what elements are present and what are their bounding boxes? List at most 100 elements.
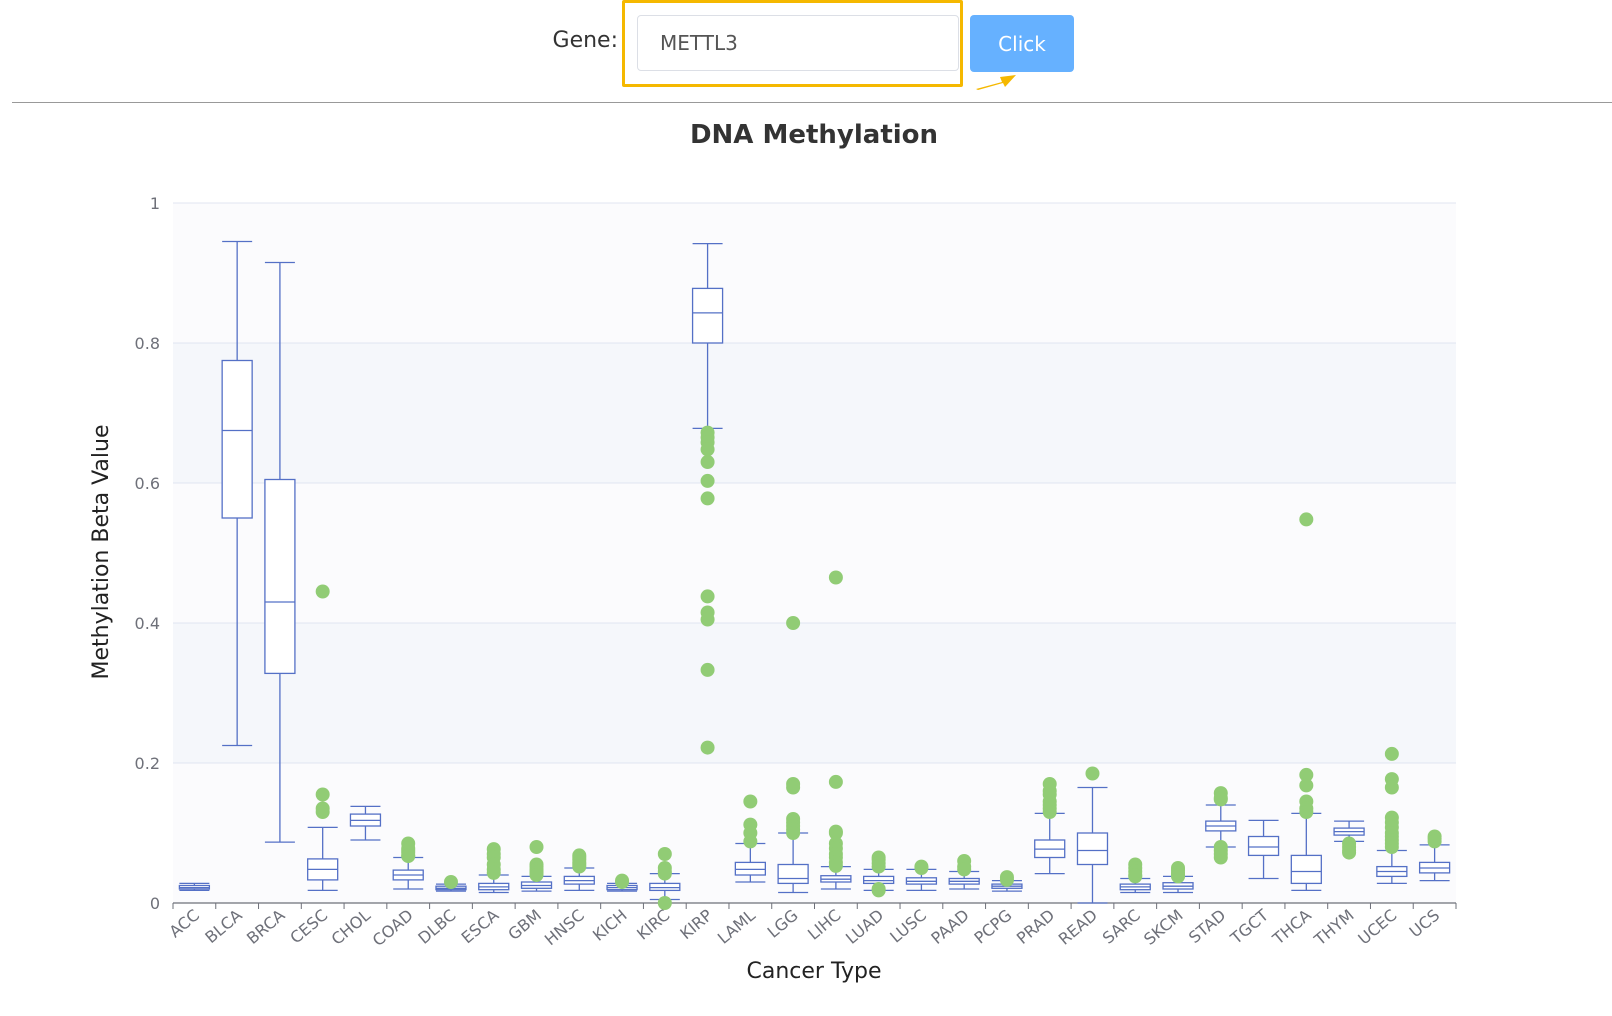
outlier-point xyxy=(700,473,715,488)
box-body xyxy=(264,478,296,675)
box xyxy=(307,826,339,892)
x-tick-label: CESC xyxy=(286,906,331,948)
outlier-point xyxy=(1299,778,1314,793)
outlier-point xyxy=(657,866,672,881)
outlier-point xyxy=(529,840,544,854)
boxes xyxy=(178,240,1451,904)
x-tick-label: COAD xyxy=(369,906,417,951)
outliers xyxy=(315,425,1442,910)
grid-bands xyxy=(173,203,1456,903)
chart-title: DNA Methylation xyxy=(690,120,938,150)
y-tick-label: 0.8 xyxy=(135,334,160,353)
outlier-point xyxy=(1128,869,1143,884)
outlier-point xyxy=(700,589,715,604)
x-tick-label: UCS xyxy=(1406,906,1444,942)
outlier-point xyxy=(529,868,544,882)
box-body xyxy=(691,287,724,344)
box-body xyxy=(777,863,809,885)
box xyxy=(1333,820,1365,843)
box-body xyxy=(1247,835,1280,857)
outlier-point xyxy=(786,616,801,630)
outlier-point xyxy=(572,859,587,874)
x-tick-label: KIRC xyxy=(633,906,673,944)
gene-input[interactable] xyxy=(637,15,959,71)
x-tick-label: LUSC xyxy=(886,906,930,947)
x-tick-label: PCPG xyxy=(970,906,1015,948)
outlier-point xyxy=(1299,767,1314,782)
outlier-point xyxy=(1384,780,1399,795)
grid-band xyxy=(173,203,1456,343)
x-tick-label: LIHC xyxy=(804,906,844,944)
outlier-point xyxy=(315,787,330,802)
box xyxy=(264,261,296,843)
outlier-point xyxy=(871,859,886,874)
x-tick-label: READ xyxy=(1055,906,1101,949)
box xyxy=(1247,819,1280,880)
x-tick-label: ESCA xyxy=(458,905,503,947)
outlier-point xyxy=(700,740,715,755)
outlier-point xyxy=(1384,746,1399,761)
click-button[interactable]: Click xyxy=(970,15,1074,72)
x-tick-label: THCA xyxy=(1268,905,1315,948)
box xyxy=(948,870,980,890)
x-tick-label: KIRP xyxy=(676,905,716,943)
arrow-annotation xyxy=(976,75,1016,90)
grid-band xyxy=(173,763,1456,903)
outlier-point xyxy=(743,834,758,849)
grid-lines xyxy=(173,202,1456,764)
box xyxy=(1034,812,1066,875)
x-tick-label: LUAD xyxy=(842,906,887,948)
outlier-point xyxy=(1213,792,1228,807)
grid-band xyxy=(173,343,1456,483)
outlier-point xyxy=(657,896,672,910)
x-tick-label: PRAD xyxy=(1013,906,1058,948)
outlier-point xyxy=(1342,845,1357,860)
outlier-point xyxy=(786,826,801,840)
grid-band xyxy=(173,483,1456,623)
outlier-point xyxy=(401,849,416,864)
box xyxy=(178,882,211,892)
outlier-point xyxy=(700,612,715,627)
outlier-point xyxy=(828,570,843,585)
grid-band xyxy=(173,623,1456,763)
outlier-point xyxy=(315,805,330,819)
box-body xyxy=(1076,832,1109,866)
x-tick-label: CHOL xyxy=(328,905,375,948)
box xyxy=(734,842,766,883)
outlier-point xyxy=(700,491,715,506)
box-body xyxy=(1290,854,1322,885)
outlier-point xyxy=(1427,834,1442,849)
gene-label: Gene: xyxy=(552,28,618,53)
y-axis-ticks: 0 0.2 0.4 0.6 0.8 1 xyxy=(135,194,160,913)
outlier-point xyxy=(443,875,458,889)
y-tick-label: 0.4 xyxy=(135,614,160,633)
outlier-point xyxy=(828,774,843,789)
outlier-point xyxy=(743,794,758,809)
divider xyxy=(12,102,1612,103)
x-tick-label: STAD xyxy=(1185,906,1229,948)
outlier-point xyxy=(315,584,330,599)
x-tick-label: LGG xyxy=(764,906,802,942)
outlier-point xyxy=(828,858,843,873)
outlier-point xyxy=(615,873,630,888)
x-tick-label: TGCT xyxy=(1226,905,1272,948)
box-body xyxy=(734,861,766,876)
x-tick-label: BLCA xyxy=(201,905,245,947)
y-tick-label: 0.2 xyxy=(135,754,160,773)
x-tick-label: ACC xyxy=(165,906,203,942)
outlier-point xyxy=(871,883,886,898)
outlier-point xyxy=(1213,850,1228,865)
x-tick-label: THYM xyxy=(1310,906,1358,950)
box xyxy=(221,240,253,747)
outlier-point xyxy=(1299,805,1314,819)
box xyxy=(563,867,595,892)
x-tick-label: SARC xyxy=(1099,906,1144,948)
outlier-point xyxy=(1085,766,1100,781)
outlier-point xyxy=(999,872,1014,887)
outlier-point xyxy=(828,826,843,840)
outlier-point xyxy=(700,455,715,469)
x-tick-label: KICH xyxy=(589,906,631,945)
outlier-point xyxy=(700,442,715,457)
x-tick-label: DLBC xyxy=(414,906,459,948)
